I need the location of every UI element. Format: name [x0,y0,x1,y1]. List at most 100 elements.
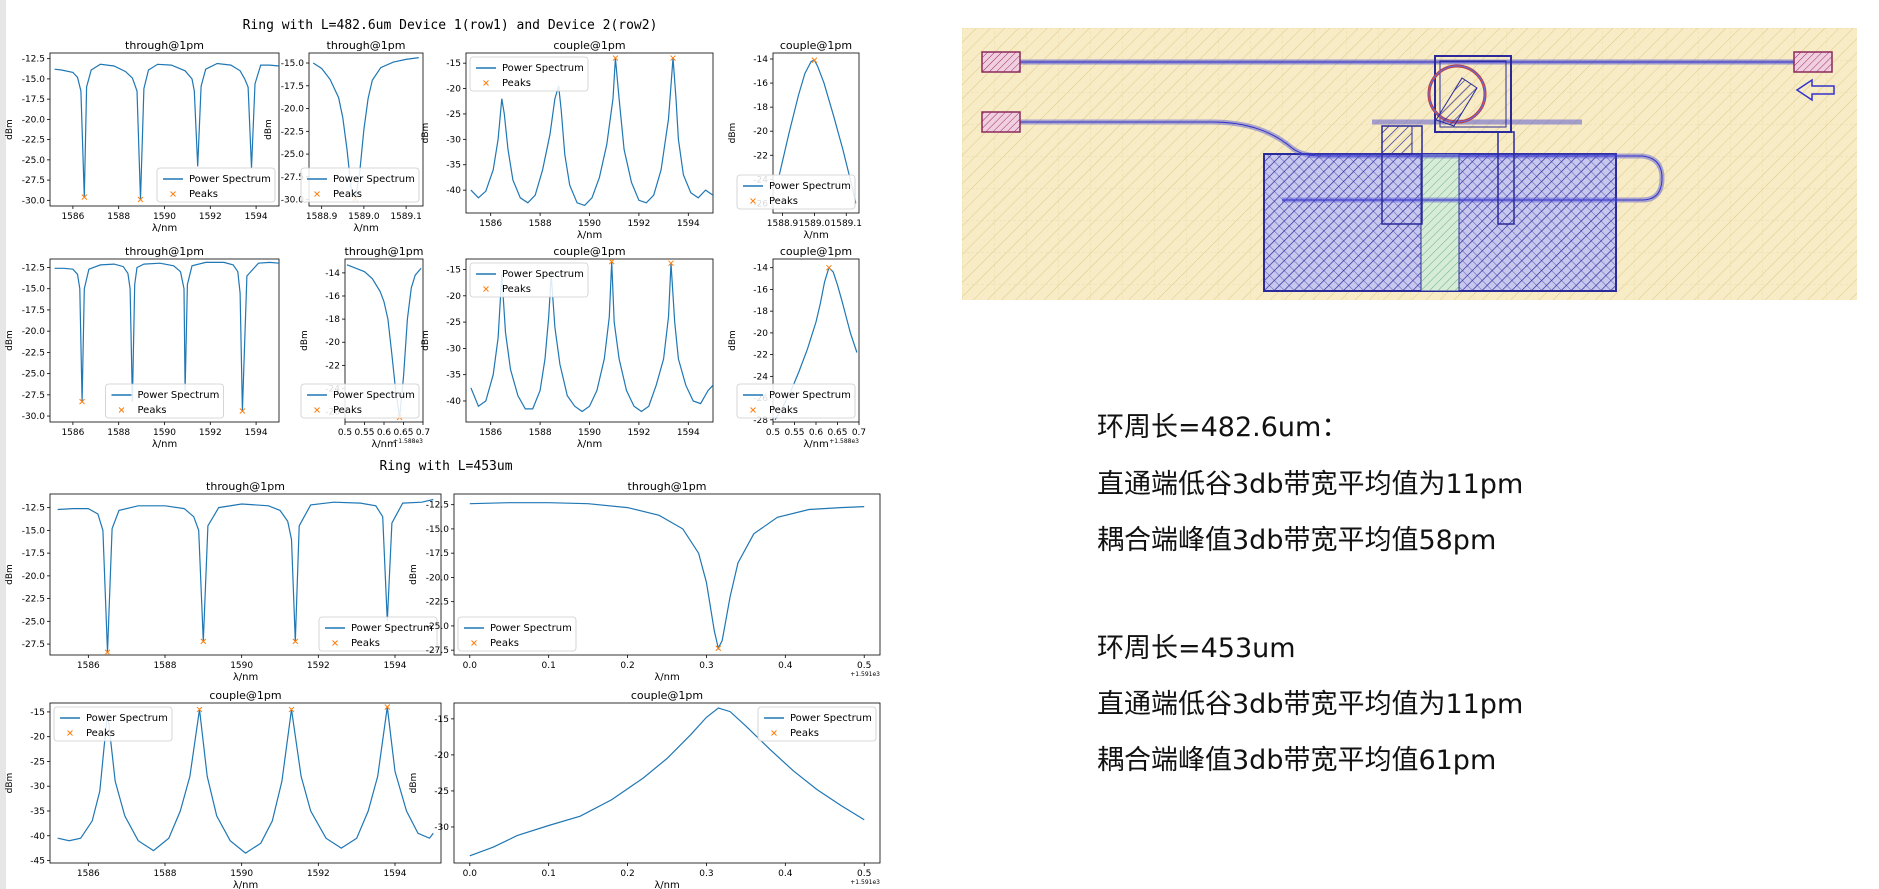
y-tick-label: -20.0 [22,115,46,125]
x-tick-label: 1589.0 [799,219,831,229]
x-tick-label: 0.0 [463,869,478,879]
x-tick-label: 1594 [384,869,407,879]
x-tick-label: 1590 [153,428,176,438]
y-tick-label: -30.0 [22,412,46,422]
y-tick-label: -20.0 [22,572,46,582]
plot-frame [772,52,860,214]
peak-marker [196,706,203,713]
plot-frame [49,493,442,656]
chart-f2c2: couple@1pm 0.0 0.1 0.2 0.3 0.4 0.5 -15 -20 -25 -30… [409,689,881,889]
peak-marker [200,638,207,645]
x-axis-label: λ/nm [233,672,258,683]
x-tick-label: 1590 [578,219,601,229]
x-tick-label: 0.3 [699,661,713,671]
y-tick-label: -17.5 [22,95,45,105]
x-axis-label: λ/nm [353,223,378,234]
x-tick-label: 0.4 [778,869,793,879]
y-tick-label: -24 [753,372,768,382]
legend-line-label: Power Spectrum [189,174,271,185]
y-tick-label: -17.5 [22,549,45,559]
y-tick-label: -12.5 [22,504,45,514]
x-tick-label: 1588 [529,219,552,229]
legend-peak-swatch [170,191,176,197]
y-tick-label: -27.5 [22,391,45,401]
legend-peak-label: Peaks [333,405,362,416]
peak-marker [104,649,111,656]
series-line [346,264,422,418]
peak-marker [384,704,391,710]
y-tick-label: -22.5 [22,348,45,358]
x-tick-label: 1586 [77,869,100,879]
y-tick-label: -17.5 [426,549,449,559]
y-axis-label: dBm [5,119,15,140]
y-tick-label: -40 [446,186,461,196]
legend-peak-swatch [332,640,338,646]
chart-title: couple@1pm [209,689,281,702]
y-tick-label: -35 [446,161,461,171]
peak-marker [608,258,615,265]
y-tick-label: -12.5 [22,263,45,273]
y-tick-label: -25.0 [22,156,46,166]
legend-line-label: Power Spectrum [769,390,851,401]
ring2-title: 环周长=453um [1097,633,1296,664]
y-axis-label: dBm [728,330,738,351]
y-tick-label: -15 [434,715,449,725]
x-offset-text: +1.588e3 [829,438,859,445]
x-tick-label: 1586 [77,661,100,671]
legend: Power Spectrum Peaks [300,383,420,419]
x-axis-label: λ/nm [152,439,177,450]
chart-r1c1: through@1pm 1586 1588 1590 1592 1594 -12.5 -15.… [5,39,280,234]
legend-box [300,383,420,419]
x-tick-label: 1588 [529,428,552,438]
x-tick-label: 0.4 [778,661,793,671]
x-tick-label: 1594 [384,661,407,671]
x-axis-label: λ/nm [654,880,679,889]
series-line [778,59,857,204]
x-tick-label: 1592 [307,661,330,671]
x-tick-label: 0.2 [620,661,634,671]
series-line [54,62,279,200]
plot-frame [453,702,881,864]
y-axis-label: dBm [5,330,15,351]
figure2-suptitle: Ring with L=453um [379,459,513,474]
y-tick-label: -25 [30,757,45,767]
y-tick-label: -27.5 [281,173,304,183]
legend-line-label: Power Spectrum [351,623,433,634]
x-offset-text: +1.591e3 [850,879,880,886]
y-tick-label: -20 [446,85,461,95]
legend-box [736,383,856,419]
y-tick-label: -22.5 [22,595,45,605]
y-tick-label: -25 [434,787,449,797]
x-axis-label: λ/nm [577,439,602,450]
y-tick-label: -22 [753,151,768,161]
y-axis-label: dBm [5,564,15,585]
legend-peak-swatch [483,80,489,86]
x-tick-label: 1588 [107,212,130,222]
legend-peak-label: Peaks [189,189,218,200]
x-tick-label: 0.3 [699,869,713,879]
y-tick-label: -30 [30,782,45,792]
y-tick-label: -25.0 [22,370,46,380]
y-tick-label: -14 [753,264,768,274]
y-tick-label: -20.0 [426,573,450,583]
legend-peak-label: Peaks [138,405,167,416]
x-tick-label: 0.1 [542,869,556,879]
legend-peak-label: Peaks [502,284,531,295]
y-tick-label: -12.5 [22,55,45,65]
x-tick-label: 1586 [479,219,502,229]
legend-line-label: Power Spectrum [333,390,415,401]
x-tick-label: 1594 [677,219,700,229]
x-tick-label: 1592 [199,212,222,222]
legend-line-label: Power Spectrum [502,63,584,74]
chart-r2c3: couple@1pm 1586 1588 1590 1592 1594 -15 -20 -25 -… [421,245,714,450]
y-tick-label: -20 [325,338,340,348]
y-tick-label: -20.0 [281,105,305,115]
y-tick-label: -27.5 [426,646,449,656]
y-tick-label: -25 [446,318,461,328]
ring1-through-note: 直通端低谷3db带宽平均值为11pm [1097,469,1524,500]
x-axis-label: λ/nm [803,230,828,241]
x-axis-label: λ/nm [577,230,602,241]
legend-box [300,167,420,203]
chart-title: couple@1pm [553,39,625,52]
x-axis-label: λ/nm [371,439,396,450]
